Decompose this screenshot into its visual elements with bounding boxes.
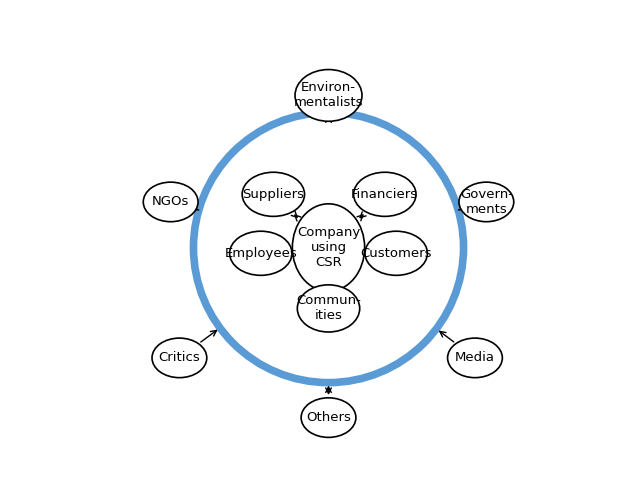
Ellipse shape xyxy=(354,172,416,216)
Text: Company
using
CSR: Company using CSR xyxy=(297,226,360,269)
Ellipse shape xyxy=(365,231,428,275)
Ellipse shape xyxy=(459,182,513,222)
Text: Govern-
ments: Govern- ments xyxy=(460,188,513,216)
Ellipse shape xyxy=(295,70,362,122)
Ellipse shape xyxy=(229,231,292,275)
Text: Media: Media xyxy=(455,351,495,365)
Ellipse shape xyxy=(292,204,365,291)
Ellipse shape xyxy=(297,285,360,332)
Ellipse shape xyxy=(152,338,207,377)
Ellipse shape xyxy=(447,338,503,377)
Text: Environ-
mentalists: Environ- mentalists xyxy=(294,82,363,109)
Text: Financiers: Financiers xyxy=(351,188,419,201)
Ellipse shape xyxy=(242,172,304,216)
Ellipse shape xyxy=(301,398,356,437)
Text: Critics: Critics xyxy=(158,351,200,365)
Text: Suppliers: Suppliers xyxy=(242,188,304,201)
Text: Commun-
ities: Commun- ities xyxy=(296,294,361,323)
Text: NGOs: NGOs xyxy=(152,196,189,208)
Text: Others: Others xyxy=(306,411,351,424)
Text: Customers: Customers xyxy=(360,247,432,260)
Text: Employees: Employees xyxy=(224,247,297,260)
Ellipse shape xyxy=(144,182,198,222)
